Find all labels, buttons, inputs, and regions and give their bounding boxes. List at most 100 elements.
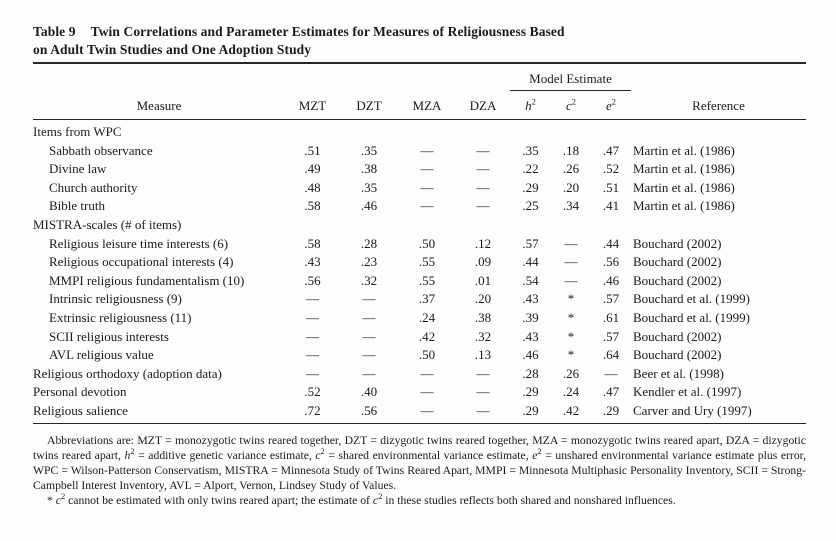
reference-cell: Bouchard (2002)	[633, 254, 722, 270]
reference-cell: Bouchard (2002)	[633, 328, 722, 344]
table-row: Religious orthodoxy (adoption data) — — — —.…	[33, 365, 806, 384]
value-cell: .42	[418, 328, 436, 344]
value-cell: —	[476, 198, 490, 214]
table-row: Personal devotion .52 .40 — — .29 .24 .47 Kendle…	[33, 383, 806, 402]
h2-exponent: 2	[531, 96, 536, 107]
value-cell: .46	[522, 347, 539, 363]
column-header-mza: MZA	[412, 98, 442, 113]
reference-cell: Martin et al. (1986)	[633, 179, 735, 195]
value-cell: .52	[304, 384, 321, 400]
footnote-abbreviations: Abbreviations are: MZT = monozygotic twi…	[33, 433, 807, 492]
value-cell: .34	[562, 198, 580, 214]
title-line-1: Twin Correlations and Parameter Estimate…	[90, 24, 565, 39]
value-cell: .32	[360, 272, 378, 288]
value-cell: —	[306, 309, 319, 325]
value-cell: .29	[602, 402, 620, 418]
value-cell: —	[476, 142, 490, 158]
value-cell: .46	[602, 272, 620, 288]
c2-symbol: c	[565, 98, 572, 113]
measure-cell: Religious leisure time interests (6)	[49, 235, 229, 251]
value-cell: .51	[602, 179, 620, 195]
column-header-dzt: DZT	[356, 98, 382, 113]
reference-cell: Bouchard (2002)	[633, 235, 722, 251]
value-cell: .46	[360, 198, 378, 214]
value-cell: .28	[522, 365, 539, 381]
reference-cell: Carver and Ury (1997)	[633, 402, 752, 418]
value-cell: .13	[474, 347, 492, 363]
value-cell: —	[420, 161, 434, 177]
value-cell: .32	[474, 328, 492, 344]
reference-cell: Kendler et al. (1997)	[633, 384, 742, 400]
table-row: Church authority .48 .35 — — .29 .20 .51 Martin …	[33, 179, 806, 198]
measure-cell: Church authority	[49, 179, 138, 195]
model-estimate-band: Model Estimate	[33, 64, 806, 91]
value-cell: —	[420, 142, 434, 158]
value-cell: .58	[304, 198, 321, 214]
value-cell: .54	[522, 272, 539, 288]
value-cell: .29	[522, 179, 539, 195]
document-page: Table 9 Twin Correlations and Parameter E…	[33, 24, 807, 507]
value-cell: .48	[304, 179, 321, 195]
value-cell: —	[564, 272, 578, 288]
value-cell: .38	[474, 309, 492, 325]
measure-cell: Personal devotion	[33, 384, 127, 400]
table-header: Model Estimate Measure MZT DZT MZA DZA h…	[33, 64, 806, 119]
table-section-row: MISTRA-scales (# of items)	[33, 216, 806, 235]
reference-cell: Martin et al. (1986)	[633, 142, 735, 158]
table-row: Divine law .49 .38 — — .22 .26 .52 Martin et al.…	[33, 160, 806, 179]
title-line-2: on Adult Twin Studies and One Adoption S…	[33, 41, 312, 57]
column-header-reference: Reference	[692, 98, 745, 113]
measure-cell: Intrinsic religiousness (9)	[49, 291, 182, 307]
c2-exponent: 2	[571, 96, 577, 107]
value-cell: .22	[522, 161, 539, 177]
value-cell: —	[306, 328, 319, 344]
value-cell: .26	[562, 161, 580, 177]
value-cell: .50	[418, 347, 436, 363]
table-row: Religious occupational interests (4) .43.…	[33, 253, 806, 272]
value-cell: —	[306, 347, 319, 363]
measure-cell: Religious salience	[33, 402, 128, 418]
value-cell: .43	[522, 328, 539, 344]
value-cell: —	[420, 384, 434, 400]
value-cell: .24	[562, 384, 580, 400]
measure-cell: Extrinsic religiousness (11)	[49, 309, 192, 325]
value-cell: .51	[304, 142, 321, 158]
value-cell: .50	[418, 235, 436, 251]
column-header-e2: e2	[591, 97, 631, 114]
value-cell: .57	[602, 328, 620, 344]
value-cell: —	[476, 161, 490, 177]
value-cell: —	[420, 365, 434, 381]
measure-cell: Divine law	[49, 161, 107, 177]
value-cell: .56	[360, 402, 378, 418]
value-cell: .35	[360, 142, 378, 158]
value-cell: .72	[304, 402, 321, 418]
value-cell: .61	[602, 309, 620, 325]
reference-cell: Martin et al. (1986)	[633, 198, 735, 214]
value-cell: .56	[602, 254, 620, 270]
table-body: Items from WPC Sabbath observance .51 .35 — —…	[33, 120, 806, 423]
value-cell: .28	[360, 235, 378, 251]
value-cell: .64	[602, 347, 620, 363]
value-cell: —	[564, 235, 578, 251]
value-cell: *	[567, 309, 575, 325]
value-cell: .42	[562, 402, 580, 418]
model-estimate-header: Model Estimate	[510, 71, 631, 91]
value-cell: .35	[522, 142, 539, 158]
value-cell: —	[604, 365, 618, 381]
value-cell: .56	[304, 272, 321, 288]
value-cell: —	[362, 291, 376, 307]
value-cell: .29	[522, 402, 539, 418]
value-cell: *	[567, 347, 575, 363]
table-row: MMPI religious fundamentalism (10) .56 .32…	[33, 272, 806, 291]
value-cell: .26	[562, 365, 580, 381]
value-cell: .38	[360, 161, 378, 177]
reference-cell: Martin et al. (1986)	[633, 161, 735, 177]
measure-cell: MMPI religious fundamentalism (10)	[49, 272, 245, 288]
value-cell: .37	[418, 291, 436, 307]
value-cell: .47	[602, 142, 620, 158]
table-row: Sabbath observance .51 .35 — — .35 .18 .47 Marti…	[33, 142, 806, 161]
value-cell: .43	[522, 291, 539, 307]
column-header-mzt: MZT	[298, 98, 327, 113]
value-cell: —	[362, 365, 376, 381]
h2-symbol: h	[525, 98, 532, 113]
